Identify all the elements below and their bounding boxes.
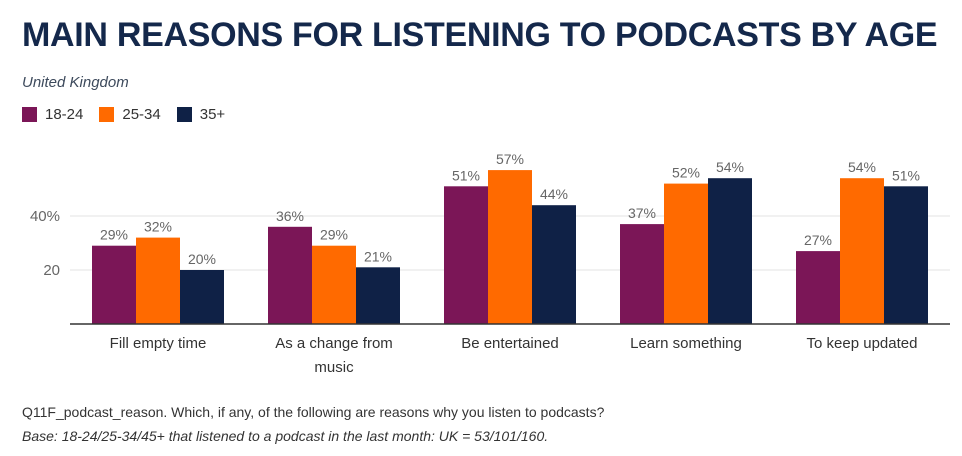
value-label-fill-empty-time-18-24: 29% bbox=[100, 227, 128, 243]
bar-to-keep-updated-35 bbox=[884, 186, 928, 324]
bar-be-entertained-18-24 bbox=[444, 186, 488, 324]
x-category-label-as-a-change-from-music: As a change from music bbox=[275, 335, 393, 376]
x-category-label-learn-something: Learn something bbox=[630, 335, 742, 352]
legend-swatch-35-plus bbox=[176, 107, 192, 122]
bar-to-keep-updated-25-34 bbox=[840, 178, 884, 324]
x-category-label-fill-empty-time: Fill empty time bbox=[110, 335, 207, 352]
bar-fill-empty-time-25-34 bbox=[136, 237, 180, 324]
bar-as-a-change-from-music-25-34 bbox=[312, 245, 356, 324]
bar-learn-something-25-34 bbox=[664, 183, 708, 324]
legend-swatch-25-34 bbox=[99, 107, 115, 122]
chart-subtitle: United Kingdom bbox=[22, 74, 129, 91]
bar-learn-something-35 bbox=[708, 178, 752, 324]
value-label-as-a-change-from-music-35: 21% bbox=[364, 248, 392, 264]
bar-as-a-change-from-music-18-24 bbox=[268, 226, 312, 324]
value-label-as-a-change-from-music-25-34: 29% bbox=[320, 227, 348, 243]
bar-to-keep-updated-18-24 bbox=[796, 251, 840, 324]
value-label-to-keep-updated-35: 51% bbox=[892, 167, 920, 183]
value-label-learn-something-25-34: 52% bbox=[672, 165, 700, 181]
bar-as-a-change-from-music-35 bbox=[356, 267, 400, 324]
bar-fill-empty-time-35 bbox=[180, 270, 224, 324]
value-label-fill-empty-time-25-34: 32% bbox=[144, 219, 172, 235]
value-label-learn-something-18-24: 37% bbox=[628, 205, 656, 221]
chart-title: MAIN REASONS FOR LISTENING TO PODCASTS B… bbox=[22, 16, 938, 54]
value-label-be-entertained-25-34: 57% bbox=[496, 151, 524, 167]
x-category-label-be-entertained: Be entertained bbox=[461, 335, 559, 352]
bar-be-entertained-25-34 bbox=[488, 170, 532, 324]
value-label-be-entertained-18-24: 51% bbox=[452, 167, 480, 183]
base-footnote: Base: 18-24/25-34/45+ that listened to a… bbox=[22, 428, 549, 444]
question-footnote: Q11F_podcast_reason. Which, if any, of t… bbox=[22, 404, 605, 420]
legend: 18-24 25-34 35+ bbox=[22, 106, 241, 123]
bar-learn-something-18-24 bbox=[620, 224, 664, 324]
bar-fill-empty-time-18-24 bbox=[92, 245, 136, 324]
value-label-to-keep-updated-25-34: 54% bbox=[848, 159, 876, 175]
x-category-label-to-keep-updated: To keep updated bbox=[807, 335, 918, 352]
legend-item-35-plus: 35+ bbox=[176, 106, 226, 123]
value-label-as-a-change-from-music-18-24: 36% bbox=[276, 208, 304, 224]
bar-be-entertained-35 bbox=[532, 205, 576, 324]
value-label-learn-something-35: 54% bbox=[716, 159, 744, 175]
value-label-to-keep-updated-18-24: 27% bbox=[804, 232, 832, 248]
value-label-be-entertained-35: 44% bbox=[540, 186, 568, 202]
legend-label-18-24: 18-24 bbox=[45, 106, 84, 123]
y-tick-label-40: 40% bbox=[30, 208, 60, 225]
legend-item-25-34: 25-34 bbox=[99, 106, 161, 123]
legend-item-18-24: 18-24 bbox=[22, 106, 83, 123]
legend-swatch-18-24 bbox=[22, 107, 37, 122]
legend-label-25-34: 25-34 bbox=[122, 106, 161, 123]
value-label-fill-empty-time-35: 20% bbox=[188, 251, 216, 267]
bar-chart: 20 40% 29% 32% 20% Fill empty time 36% 29% 21% As… bbox=[30, 151, 950, 376]
y-tick-label-20: 20 bbox=[43, 262, 60, 279]
legend-label-35-plus: 35+ bbox=[199, 106, 226, 123]
